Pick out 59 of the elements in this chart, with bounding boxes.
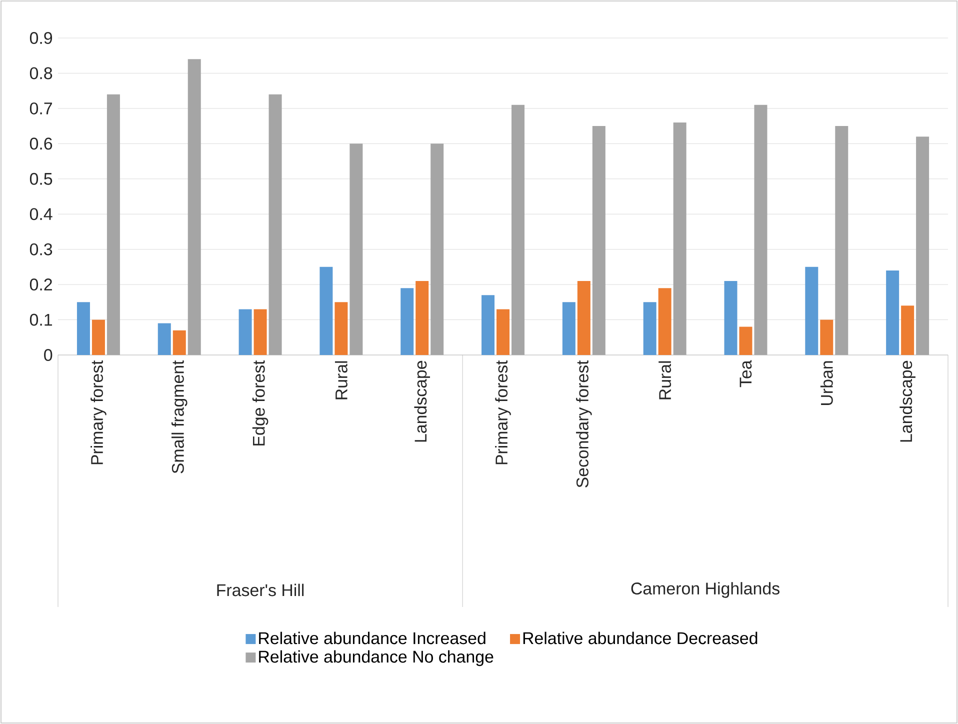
- y-tick-label: 0.4: [30, 208, 52, 220]
- y-tick-label: 0.1: [30, 314, 52, 326]
- bar: [416, 281, 429, 355]
- bar: [482, 295, 495, 355]
- bar: [739, 326, 752, 355]
- x-tick-label: Edge forest: [252, 360, 268, 446]
- bar: [188, 59, 201, 355]
- bar: [320, 266, 333, 355]
- bar: [430, 144, 444, 355]
- legend-label: Relative abundance Decreased: [523, 632, 758, 644]
- y-tick-label: 0.7: [30, 102, 52, 114]
- bar: [268, 94, 282, 355]
- y-tick-label: 0.3: [30, 243, 52, 256]
- bar: [76, 302, 90, 355]
- y-tick-label: 0.6: [30, 138, 52, 150]
- bar: [334, 302, 348, 355]
- x-tick-label: Secondary forest: [576, 360, 592, 488]
- x-tick-label: Primary forest: [90, 360, 106, 464]
- x-tick-label: Rural: [658, 361, 672, 400]
- x-tick-label: Rural: [334, 361, 348, 400]
- y-tick-label: 0.2: [30, 278, 52, 291]
- bar: [592, 126, 606, 355]
- y-tick-label: 0.9: [30, 32, 52, 44]
- bar: [350, 144, 363, 355]
- bar: [658, 288, 672, 355]
- legend-label: Relative abundance Increased: [259, 632, 486, 644]
- bar: [400, 288, 414, 355]
- bar: [643, 302, 656, 355]
- x-tick-label: Small fragment: [171, 360, 188, 474]
- bar: [577, 281, 590, 355]
- bar: [901, 306, 914, 355]
- bar: [158, 323, 171, 355]
- x-tick-label: Landscape: [414, 360, 430, 442]
- legend-label: Relative abundance No change: [259, 650, 494, 666]
- bar: [820, 320, 834, 355]
- text: Cameron Highlands: [631, 582, 780, 598]
- x-tick-label: Primary forest: [495, 360, 511, 464]
- bar: [673, 122, 686, 355]
- bar: [754, 104, 768, 355]
- y-tick-label: 0.8: [30, 67, 52, 80]
- bar: [254, 309, 267, 355]
- x-tick-label: Landscape: [900, 360, 916, 442]
- text: Fraser's Hill: [217, 584, 304, 596]
- y-tick-label: 0.5: [30, 172, 52, 185]
- bar: [916, 136, 930, 355]
- bar: [724, 281, 738, 355]
- bar: [835, 126, 848, 355]
- bar: [238, 309, 252, 355]
- x-tick-label: Urban: [820, 361, 833, 405]
- bar: [496, 309, 510, 355]
- x-tick-label: Tea: [740, 360, 752, 388]
- bar: [805, 266, 818, 355]
- bar: [106, 94, 120, 355]
- bar: [92, 320, 105, 355]
- bar: [886, 270, 900, 355]
- bar: [512, 104, 525, 355]
- y-tick-label: 0: [44, 348, 52, 361]
- bar: [172, 330, 186, 355]
- bar: [562, 302, 576, 355]
